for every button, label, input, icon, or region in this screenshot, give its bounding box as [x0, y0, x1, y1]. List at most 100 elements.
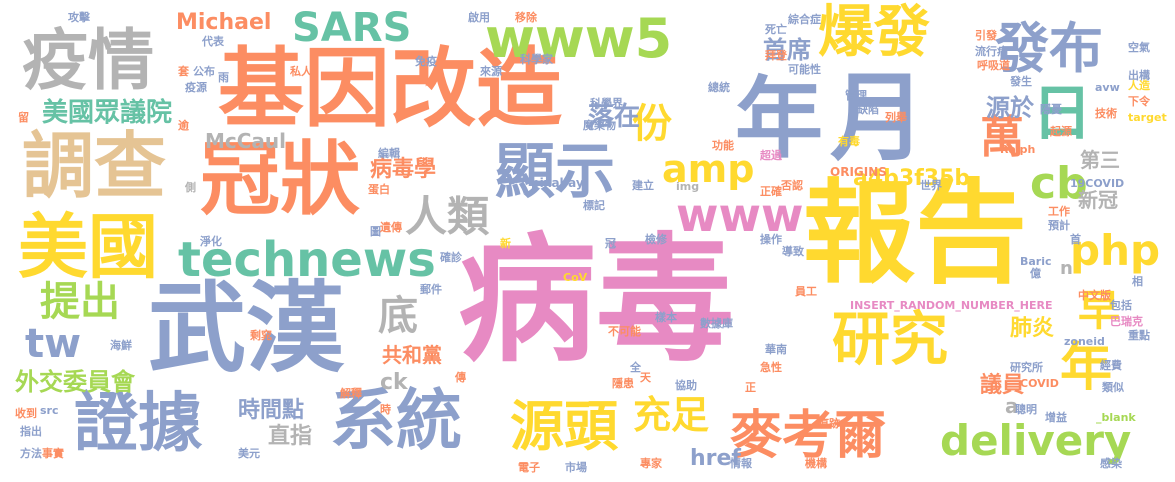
word-include: 包括: [1110, 299, 1132, 312]
word-infection: 感染: [1100, 457, 1122, 470]
word-function: 功能: [712, 139, 734, 152]
word-intelligence: 情報: [730, 457, 752, 470]
word-covid-new: 新冠: [1078, 188, 1118, 212]
word-hundred-million: 億: [1030, 267, 1041, 280]
word-database: 數據庫: [700, 317, 733, 330]
word-electronic: 電子: [518, 461, 540, 474]
word-trace: 痕跡: [818, 417, 840, 430]
word-year-large: 年: [735, 67, 824, 170]
word-a: a: [1005, 394, 1019, 418]
word-biden: 拜登: [765, 49, 787, 62]
word-expert: 專家: [640, 457, 662, 470]
word-exceed: 超過: [760, 149, 782, 162]
word-early: 早: [1078, 286, 1121, 335]
word-ck: ck: [380, 370, 408, 395]
word-funding: 經費: [1100, 359, 1122, 372]
word-amp: amp: [662, 147, 755, 191]
word-source: 源頭: [510, 395, 618, 458]
word-hash: a4b3f35b: [853, 166, 971, 191]
word-tw: tw: [25, 321, 82, 367]
word-research: 研究: [832, 305, 949, 373]
word-huanan: 華南: [765, 343, 787, 356]
word-img: img: [676, 180, 700, 193]
word-remove: 移除: [515, 11, 537, 24]
word-michael: Michael: [176, 10, 272, 35]
word-work: 工作: [1048, 205, 1070, 218]
word-19covid: 19COVID: [1070, 177, 1125, 190]
word-science-world: 科學界: [590, 97, 623, 110]
word-defect: 缺陷: [857, 103, 879, 116]
word-fact: 事實: [42, 447, 64, 460]
word-zoneid: zoneid: [1064, 335, 1105, 348]
word-pandemic: 流行病: [975, 45, 1008, 58]
word-similar: 類似: [1102, 381, 1124, 394]
word-receive: 收到: [15, 407, 37, 420]
word-virus: 病毒: [458, 220, 735, 381]
word-sars: SARS: [292, 5, 412, 51]
word-insert-random: INSERT_RANDOM_NUMBER_HERE: [850, 299, 1053, 312]
word-evidence: 證據: [74, 387, 202, 461]
word-originate: 源於: [986, 94, 1034, 122]
word-house: 美國眾議院: [42, 98, 173, 128]
word-syndrome: 綜合症: [788, 13, 821, 26]
word-coronavirus: 冠狀: [200, 133, 360, 226]
word-usd: 美元: [238, 447, 260, 460]
word-method: 方法: [20, 447, 42, 460]
word-happen: 發生: [1010, 75, 1032, 88]
word-target: target: [1128, 111, 1167, 124]
word-establish: 建立: [632, 179, 654, 192]
word-assist: 協助: [675, 379, 697, 392]
word-spread: 傳: [455, 371, 466, 384]
word-structure: 出構: [1128, 69, 1150, 82]
word-cb: cb: [1030, 158, 1088, 209]
word-market: 市場: [565, 461, 587, 474]
word-clever: 聰明: [1015, 403, 1037, 416]
word-pneumonia: 肺炎: [1010, 316, 1055, 341]
word-mccaul-zh: 麥考爾: [730, 406, 887, 466]
word-report: 報告: [803, 169, 1027, 299]
word-epidemic: 疫情: [22, 22, 154, 99]
word-impossible: 不可能: [608, 325, 641, 338]
word-bottom: 底: [378, 293, 418, 339]
word-edit: 編輯: [378, 147, 400, 160]
word-src: src: [40, 404, 59, 417]
word-side: 側: [185, 181, 196, 194]
word-wuhan: 武漢: [148, 272, 345, 386]
word-time: 時: [380, 403, 391, 416]
word-rain: 雨: [218, 71, 229, 84]
word-technology: 技術: [1095, 107, 1117, 120]
word-system: 系統: [330, 382, 462, 459]
word-origin: 起源: [1050, 125, 1072, 138]
word-scientist: 科學家: [520, 53, 553, 66]
word-toxic: 有毒: [838, 135, 860, 148]
word-human: 人類: [405, 192, 490, 241]
word-list: 列舉: [885, 111, 907, 124]
word-operate: 操作: [760, 233, 782, 246]
word-third: 第三: [1080, 148, 1120, 172]
word-agency: 機構: [805, 457, 827, 470]
word-baric-zh: 巴瑞克: [1110, 315, 1143, 328]
word-ten-thousand: 萬: [980, 112, 1024, 163]
word-air: 空氣: [1128, 41, 1150, 54]
word-exceed-small: 逾: [178, 119, 189, 132]
word-source-small: 來源: [480, 65, 502, 78]
word-ralph: Ralph: [1000, 143, 1036, 156]
word-institute: 研究所: [1010, 361, 1043, 374]
word-first: 首: [1070, 233, 1081, 246]
word-hidden-worry: 隱憂: [1040, 103, 1062, 116]
word-epidemic-source: 疫源: [185, 81, 207, 94]
word-n: n: [1060, 258, 1073, 279]
word-portion: 份: [632, 101, 672, 147]
word-confirmed: 確診: [440, 251, 462, 264]
word-spike: 剩窕: [250, 329, 272, 342]
word-origins: ORIGINS: [830, 165, 887, 179]
word-show: 顯示: [495, 137, 615, 207]
word-gain: 增益: [1045, 411, 1067, 424]
word-expect: 預計: [1048, 219, 1070, 232]
word-deny: 否認: [781, 179, 803, 192]
word-blank: _blank: [1096, 411, 1136, 424]
word-hazard: 隱患: [612, 377, 634, 390]
word-manage: 管理: [845, 89, 867, 102]
word-usa: 美國: [18, 206, 158, 288]
word-respiratory: 呼吸道: [977, 59, 1010, 72]
